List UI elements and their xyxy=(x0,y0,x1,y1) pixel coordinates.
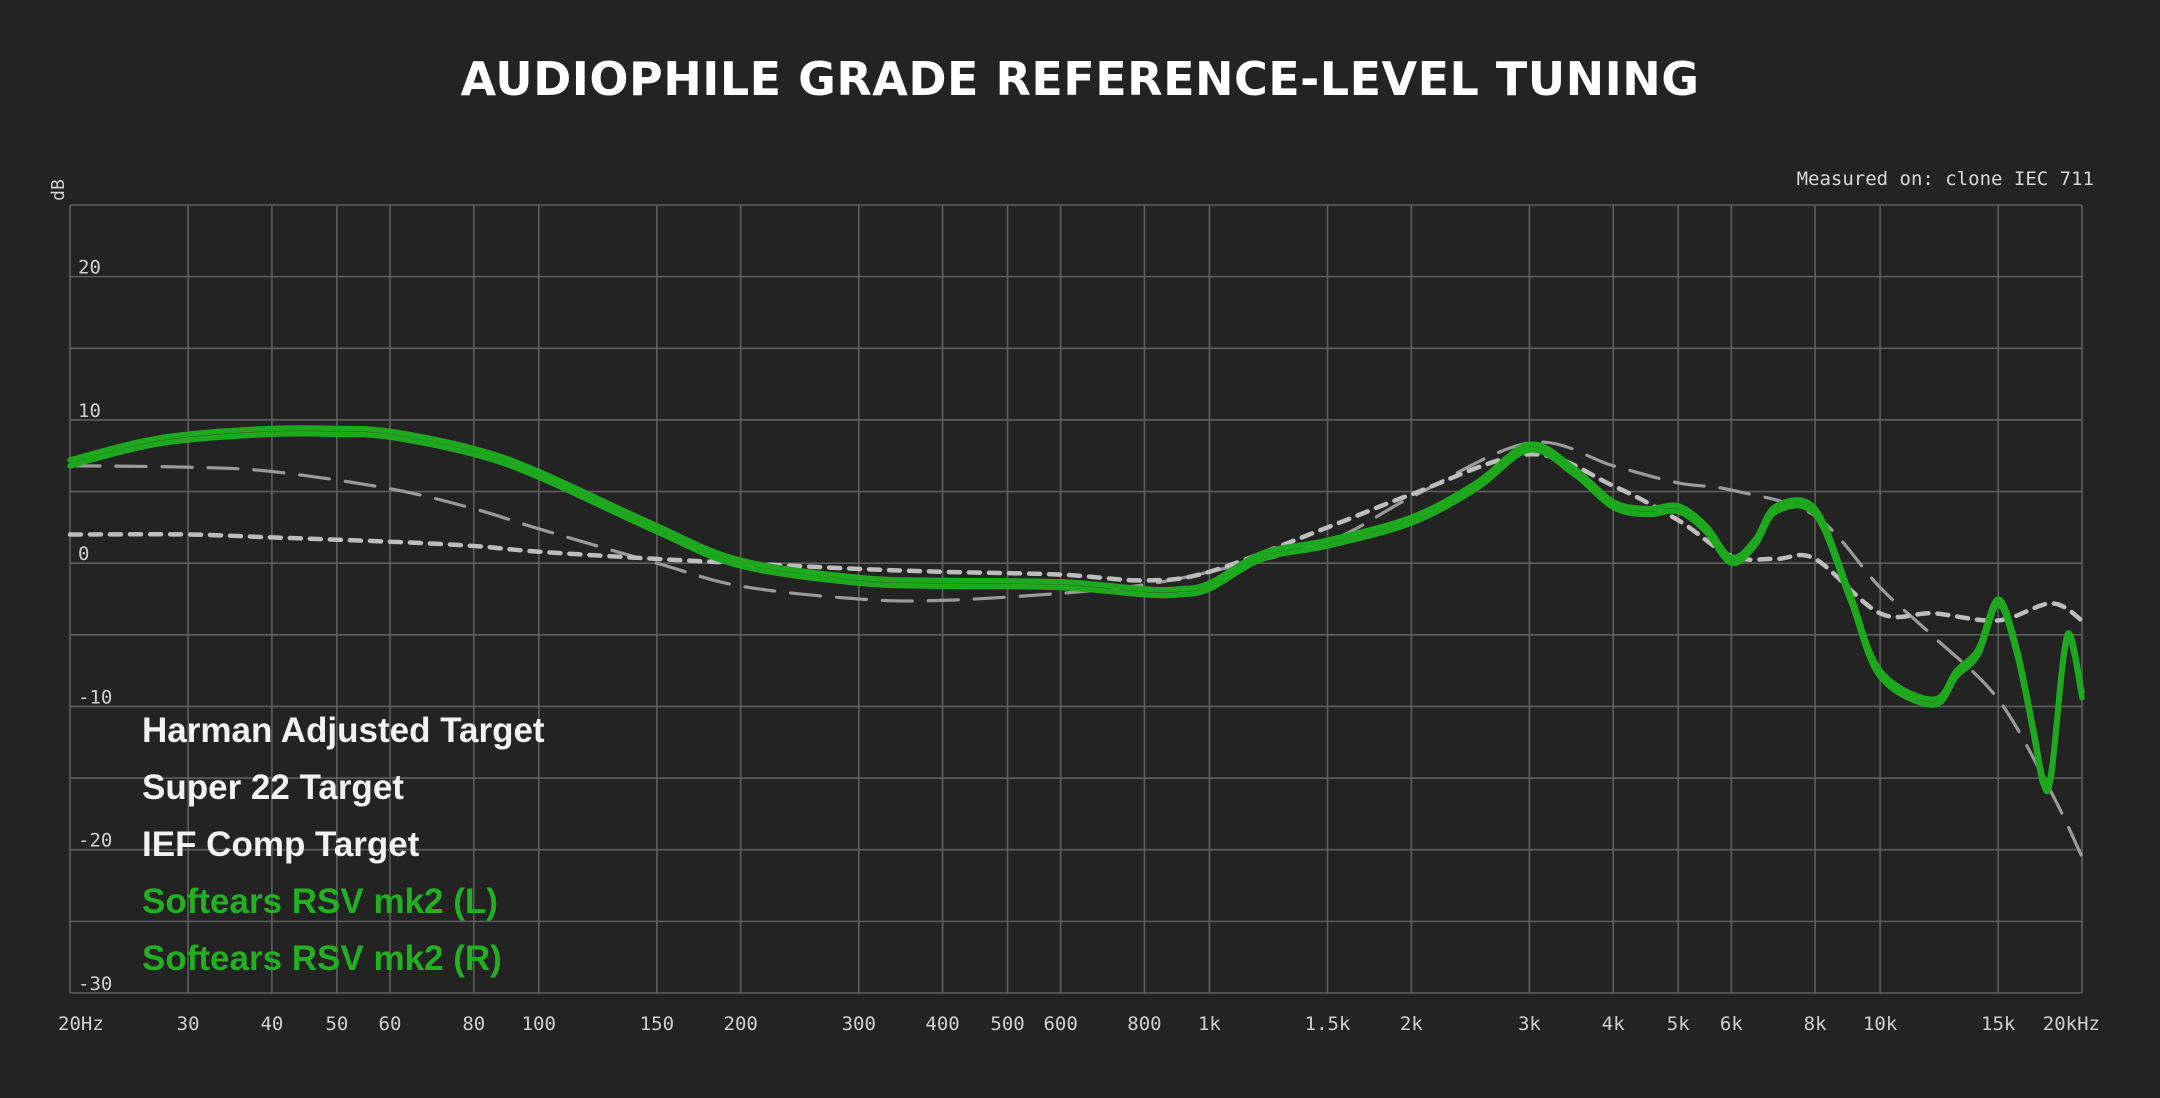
x-tick-label: 40 xyxy=(260,1013,283,1035)
x-tick-label: 200 xyxy=(724,1013,758,1035)
tick-labels: 20Hz 30 40 50 60 80 100 150 200 300 400 500 600 800 1k… xyxy=(58,257,2100,1035)
y-tick-label: -20 xyxy=(78,830,112,852)
x-tick-label: 20kHz xyxy=(2043,1013,2100,1035)
x-tick-label: 500 xyxy=(990,1013,1024,1035)
x-tick-label: 80 xyxy=(462,1013,485,1035)
x-tick-label: 5k xyxy=(1667,1013,1690,1035)
y-tick-label: 10 xyxy=(78,400,101,422)
x-tick-label: 4k xyxy=(1602,1013,1625,1035)
x-tick-label: 15k xyxy=(1981,1013,2016,1035)
x-tick-label: 1.5k xyxy=(1305,1013,1351,1035)
x-tick-label: 400 xyxy=(925,1013,959,1035)
y-tick-label: 20 xyxy=(78,257,101,279)
y-axis-label: dB xyxy=(48,179,69,201)
legend-item-ief-comp-target[interactable]: IEF Comp Target xyxy=(142,825,420,864)
measurement-rig-note: Measured on: clone IEC 711 xyxy=(1796,168,2094,190)
legend: Harman Adjusted Target Super 22 Target I… xyxy=(142,708,545,993)
x-tick-label: 150 xyxy=(640,1013,674,1035)
legend-item-softears-rsv-mk2-left[interactable]: Softears RSV mk2 (L) xyxy=(142,882,498,921)
x-tick-label: 10k xyxy=(1863,1013,1898,1035)
legend-item-harman-adjusted-target[interactable]: Harman Adjusted Target xyxy=(142,711,545,750)
x-tick-label: 50 xyxy=(325,1013,348,1035)
series-lines xyxy=(67,425,2085,859)
y-tick-label: 0 xyxy=(78,543,89,565)
x-tick-label: 300 xyxy=(842,1013,876,1035)
x-tick-label: 800 xyxy=(1127,1013,1161,1035)
y-tick-label: -30 xyxy=(78,973,112,995)
x-tick-label: 6k xyxy=(1720,1013,1743,1035)
series-line-softears-right xyxy=(67,430,2085,795)
series-line-harman-adjusted-target xyxy=(68,440,2084,859)
x-tick-label: 3k xyxy=(1518,1013,1541,1035)
chart-title: AUDIOPHILE GRADE REFERENCE-LEVEL TUNING xyxy=(460,52,1700,106)
x-tick-label: 2k xyxy=(1400,1013,1423,1035)
x-tick-label: 1k xyxy=(1198,1013,1221,1035)
y-tick-label: -10 xyxy=(78,686,112,708)
x-tick-label: 600 xyxy=(1043,1013,1077,1035)
x-tick-label: 20Hz xyxy=(58,1013,104,1035)
x-tick-label: 100 xyxy=(522,1013,556,1035)
grid-lines xyxy=(69,204,2083,994)
series-line-super-22-target xyxy=(67,452,2085,623)
x-tick-label: 60 xyxy=(379,1013,402,1035)
legend-item-super-22-target[interactable]: Super 22 Target xyxy=(142,768,404,807)
x-tick-label: 30 xyxy=(177,1013,200,1035)
legend-item-softears-rsv-mk2-right[interactable]: Softears RSV mk2 (R) xyxy=(142,939,502,978)
x-tick-label: 8k xyxy=(1804,1013,1827,1035)
